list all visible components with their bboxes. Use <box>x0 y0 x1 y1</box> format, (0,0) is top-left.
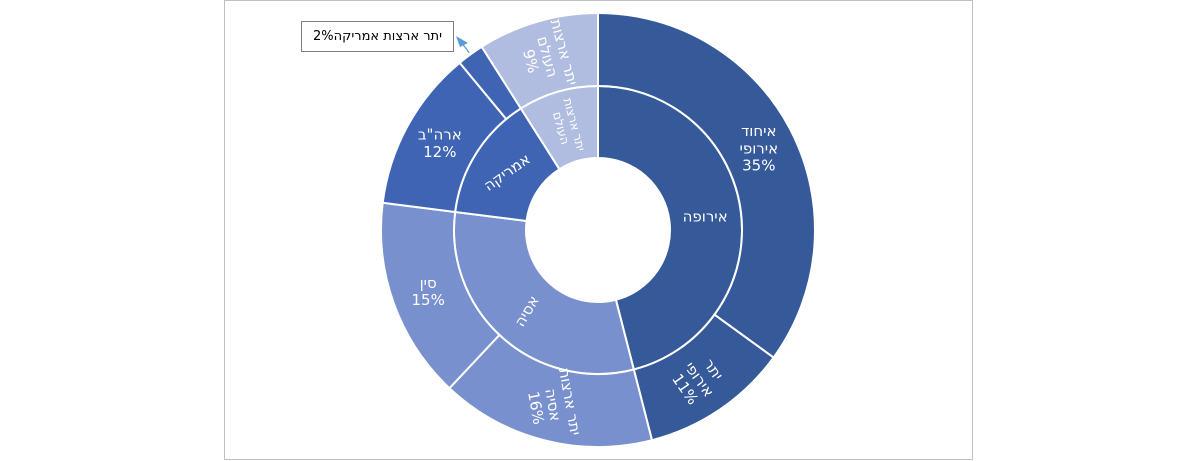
callout-arrow-head <box>456 36 468 47</box>
outer-label-ארה-ב: ארה"ב 12% <box>418 126 462 161</box>
outer-ring-segment-0 <box>597 11 816 359</box>
outer-label-סין: סין 15% <box>411 274 444 309</box>
callout-label-percent: 2% <box>313 29 334 44</box>
outer-ring-segment-6 <box>480 11 599 110</box>
callout-label: יתר ארצות אמריקה 2% <box>301 21 454 52</box>
outer-label-איחוד-אירופי: איחוד אירופי 35% <box>739 122 778 175</box>
callout-label-name: יתר ארצות אמריקה <box>333 29 442 44</box>
inner-label-אירופה: אירופה <box>683 208 728 226</box>
